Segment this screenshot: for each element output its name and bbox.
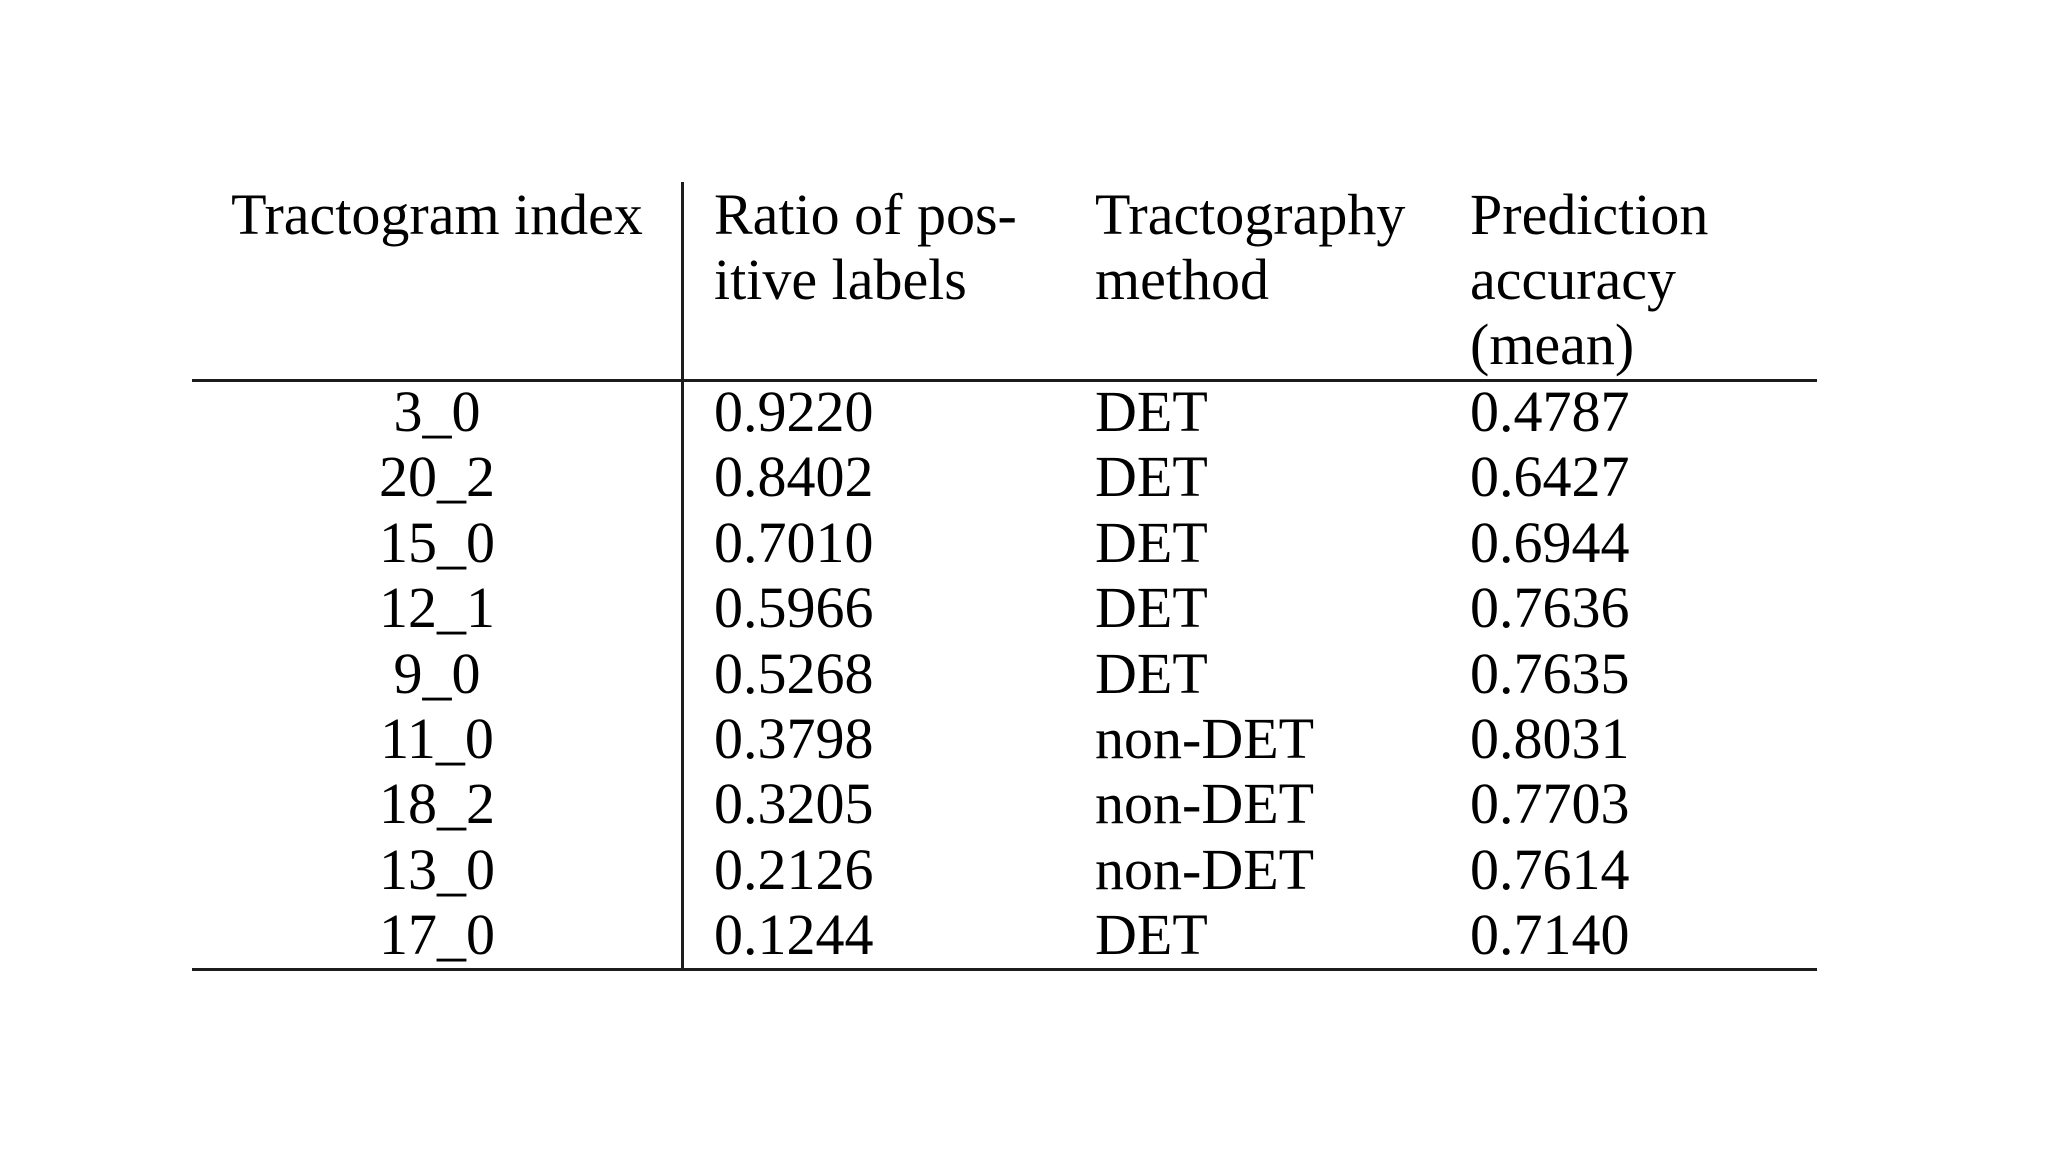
cell-tractogram-index: 12_1 [379,575,495,641]
cell-tractogram-index: 20_2 [379,444,495,510]
cell-tractogram-index: 15_0 [379,509,495,575]
cell-ratio: 0.9220 [714,379,874,444]
table-row: 9_0 0.5268 DET 0.7635 [192,641,1817,706]
cell-ratio: 0.3205 [714,771,874,837]
cell-ratio: 0.2126 [714,836,874,902]
table-row: 3_0 0.9220 DET 0.4787 [192,379,1817,444]
header-cell-ratio-positive-labels: Ratio of pos- itive labels [714,182,1017,312]
cell-ratio: 0.5268 [714,640,874,706]
column-divider-rule [681,182,684,971]
cell-ratio: 0.8402 [714,444,874,510]
cell-ratio: 0.3798 [714,705,874,771]
table-row: 20_2 0.8402 DET 0.6427 [192,444,1817,509]
cell-method: non-DET [1095,771,1315,837]
table-body: 3_0 0.9220 DET 0.4787 20_2 0.8402 DET 0.… [192,379,1817,968]
table-row: 17_0 0.1244 DET 0.7140 [192,902,1817,967]
table-row: 13_0 0.2126 non-DET 0.7614 [192,837,1817,902]
header-separator-rule [192,379,1817,382]
table-row: 12_1 0.5966 DET 0.7636 [192,575,1817,640]
cell-accuracy: 0.6944 [1470,509,1630,575]
cell-tractogram-index: 17_0 [379,902,495,968]
header-cell-prediction-accuracy: Prediction accuracy (mean) [1470,182,1709,377]
cell-accuracy: 0.8031 [1470,705,1630,771]
table-row: 11_0 0.3798 non-DET 0.8031 [192,706,1817,771]
cell-method: DET [1095,902,1208,968]
table-row: 18_2 0.3205 non-DET 0.7703 [192,771,1817,836]
cell-method: DET [1095,640,1208,706]
cell-ratio: 0.5966 [714,575,874,641]
cell-method: DET [1095,444,1208,510]
cell-tractogram-index: 11_0 [380,705,494,771]
table-bottom-rule [192,968,1817,971]
cell-method: DET [1095,575,1208,641]
cell-method: DET [1095,509,1208,575]
cell-tractogram-index: 3_0 [393,379,481,444]
results-table: Tractogram index Ratio of pos- itive lab… [192,182,1817,972]
cell-tractogram-index: 18_2 [379,771,495,837]
cell-ratio: 0.7010 [714,509,874,575]
cell-accuracy: 0.7140 [1470,902,1630,968]
cell-method: non-DET [1095,836,1315,902]
table-row: 15_0 0.7010 DET 0.6944 [192,510,1817,575]
cell-accuracy: 0.7635 [1470,640,1630,706]
cell-accuracy: 0.7636 [1470,575,1630,641]
cell-tractogram-index: 9_0 [393,640,481,706]
cell-accuracy: 0.6427 [1470,444,1630,510]
cell-method: DET [1095,379,1208,444]
header-cell-tractography-method: Tractography method [1095,182,1406,312]
cell-accuracy: 0.7614 [1470,836,1630,902]
cell-tractogram-index: 13_0 [379,836,495,902]
cell-ratio: 0.1244 [714,902,874,968]
cell-method: non-DET [1095,705,1315,771]
cell-accuracy: 0.7703 [1470,771,1630,837]
header-row: Tractogram index Ratio of pos- itive lab… [192,182,1817,377]
header-cell-tractogram-index: Tractogram index [231,182,643,247]
cell-accuracy: 0.4787 [1470,379,1630,444]
